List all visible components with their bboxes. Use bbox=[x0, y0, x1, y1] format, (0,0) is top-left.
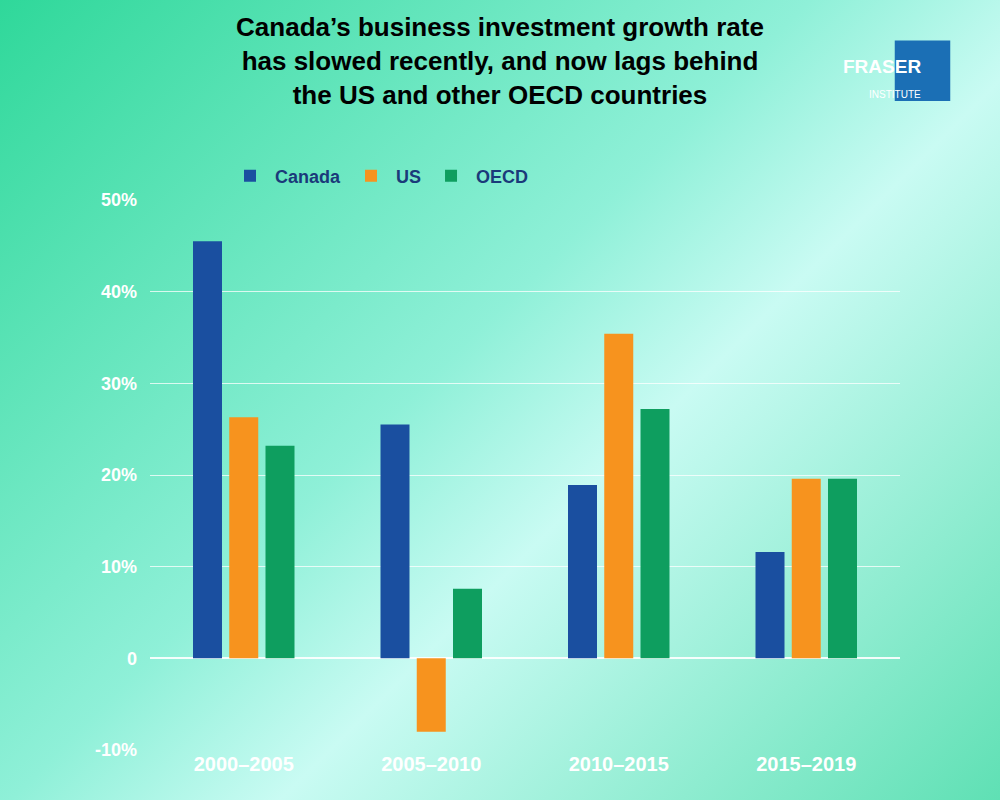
svg-text:20%: 20% bbox=[101, 465, 137, 485]
svg-text:30%: 30% bbox=[101, 374, 137, 394]
svg-text:OECD: OECD bbox=[476, 167, 528, 187]
svg-text:2010–2015: 2010–2015 bbox=[569, 753, 669, 775]
svg-text:10%: 10% bbox=[101, 557, 137, 577]
svg-text:Canada’s business investment g: Canada’s business investment growth rate… bbox=[236, 12, 764, 110]
svg-text:Canada: Canada bbox=[275, 167, 341, 187]
svg-text:2015–2019: 2015–2019 bbox=[756, 753, 856, 775]
svg-text:0: 0 bbox=[127, 649, 137, 669]
svg-text:FRASER: FRASER bbox=[843, 56, 921, 77]
svg-text:US: US bbox=[396, 167, 421, 187]
svg-text:2000–2005: 2000–2005 bbox=[194, 753, 294, 775]
svg-text:-10%: -10% bbox=[95, 740, 137, 760]
svg-text:40%: 40% bbox=[101, 282, 137, 302]
svg-text:2005–2010: 2005–2010 bbox=[381, 753, 481, 775]
svg-text:INSTITUTE: INSTITUTE bbox=[869, 89, 921, 100]
svg-text:50%: 50% bbox=[101, 190, 137, 210]
